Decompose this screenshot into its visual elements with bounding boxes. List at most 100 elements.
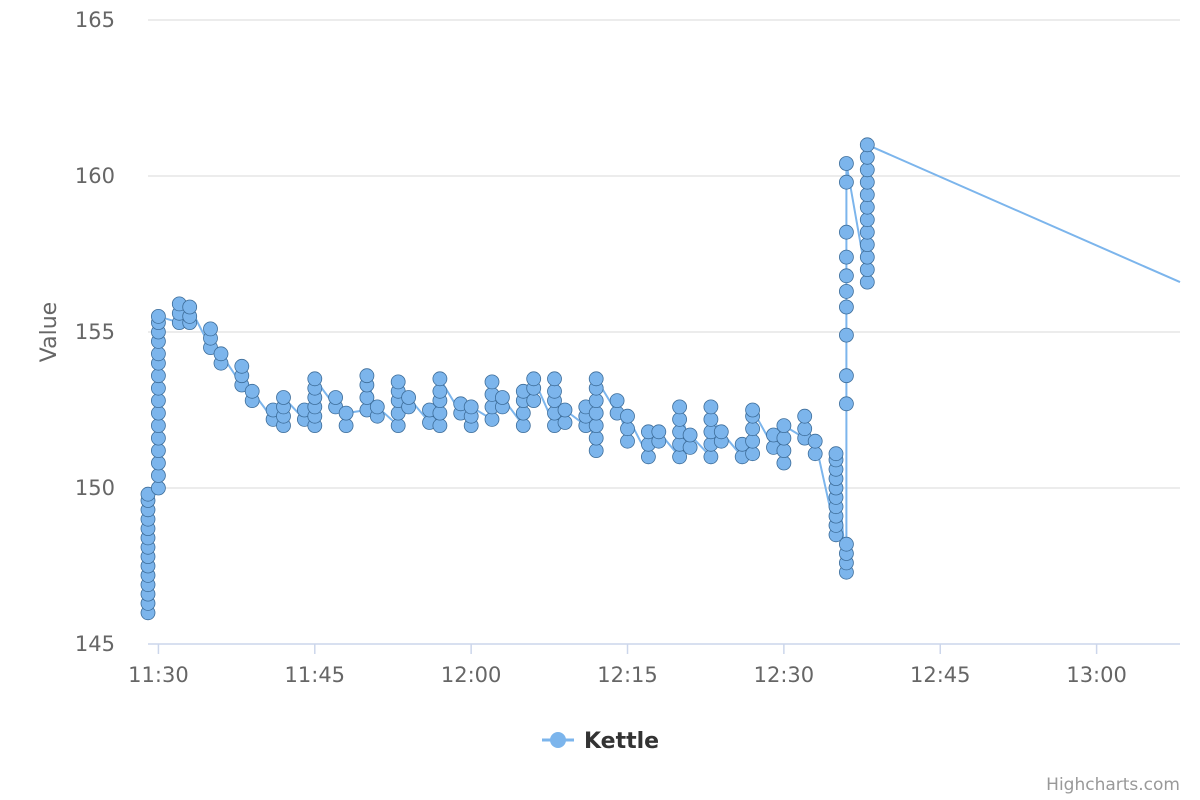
data-point [150, 468, 166, 483]
data-point [150, 480, 166, 496]
x-tick-label-12:45: 12:45 [910, 663, 971, 687]
data-point [797, 421, 813, 437]
data-point [839, 249, 854, 265]
data-point [859, 212, 875, 228]
data-point [359, 368, 375, 384]
data-point [745, 433, 760, 449]
data-point [776, 455, 792, 471]
data-point [432, 371, 448, 387]
data-point [150, 405, 166, 421]
data-point [776, 418, 792, 434]
y-tick-label-165: 165 [75, 8, 115, 32]
data-point [203, 321, 218, 337]
data-point [859, 162, 875, 178]
data-point [526, 371, 542, 387]
data-point [839, 536, 854, 552]
data-point [547, 383, 562, 399]
data-point [150, 430, 166, 446]
data-point [807, 433, 823, 449]
data-point [150, 418, 166, 434]
data-point [713, 424, 729, 440]
x-tick-label-11:45: 11:45 [285, 663, 346, 687]
x-tick-label-12:15: 12:15 [597, 663, 658, 687]
data-point [338, 418, 354, 434]
data-point [620, 433, 635, 449]
data-point [859, 199, 875, 215]
data-point [307, 371, 323, 387]
x-tick-label-11:30: 11:30 [128, 663, 189, 687]
data-point [515, 418, 531, 434]
y-tick-label-155: 155 [75, 320, 115, 344]
data-point [338, 405, 354, 421]
data-point [839, 299, 854, 315]
data-point [641, 449, 656, 465]
data-point [276, 390, 291, 405]
data-point [150, 455, 166, 471]
x-tick-label-13:00: 13:00 [1066, 663, 1127, 687]
data-point [672, 411, 687, 427]
credits-link[interactable]: Highcharts.com [1046, 775, 1180, 795]
series-kettle[interactable] [140, 137, 1181, 621]
data-point [432, 418, 448, 434]
data-point [463, 399, 479, 415]
y-tick-label-145: 145 [75, 632, 115, 656]
data-point [182, 299, 198, 315]
data-point [745, 402, 760, 418]
data-point [776, 430, 792, 446]
legend-item-kettle[interactable]: Kettle [584, 729, 659, 754]
data-point [484, 374, 500, 390]
data-point [244, 383, 260, 399]
data-point [588, 418, 604, 434]
data-point [588, 443, 604, 459]
data-point [484, 411, 500, 427]
axes: Value 145 150 155 160 165 11:30 11:45 12:00 12:1… [37, 8, 1180, 687]
data-point [839, 368, 854, 384]
data-point [839, 156, 854, 171]
data-point [401, 390, 417, 405]
data-point [150, 393, 166, 409]
data-point [682, 439, 698, 455]
y-tick-label-160: 160 [75, 164, 115, 188]
data-point [651, 424, 667, 440]
legend[interactable]: Kettle [542, 729, 659, 754]
data-point [797, 408, 813, 424]
data-point [745, 421, 760, 437]
x-tick-label-12:00: 12:00 [441, 663, 502, 687]
data-point [588, 405, 604, 421]
data-point [703, 411, 719, 427]
x-tick-label-12:30: 12:30 [754, 663, 815, 687]
data-point [859, 137, 875, 153]
data-point [390, 374, 406, 390]
data-point [672, 399, 687, 415]
data-point [234, 358, 250, 374]
data-point [682, 427, 698, 443]
data-point [859, 149, 875, 165]
data-point [515, 405, 531, 421]
data-point [859, 174, 875, 190]
data-point [839, 283, 854, 299]
data-point [620, 408, 635, 424]
data-point [150, 308, 166, 324]
data-point [859, 237, 875, 253]
data-point [745, 446, 760, 462]
data-point [703, 399, 719, 415]
data-point [150, 380, 166, 396]
data-point [557, 415, 573, 430]
data-point [494, 390, 510, 405]
data-point [839, 174, 854, 190]
data-point [620, 421, 635, 437]
data-point [213, 346, 229, 362]
data-point [526, 393, 542, 409]
data-point [839, 396, 854, 412]
data-point [828, 446, 844, 462]
data-point [557, 402, 573, 418]
data-point [839, 224, 854, 240]
y-tick-label-150: 150 [75, 476, 115, 500]
data-point [859, 249, 875, 265]
data-point [859, 274, 875, 290]
data-point [588, 371, 604, 387]
data-point [150, 346, 166, 362]
data-point [390, 418, 406, 434]
